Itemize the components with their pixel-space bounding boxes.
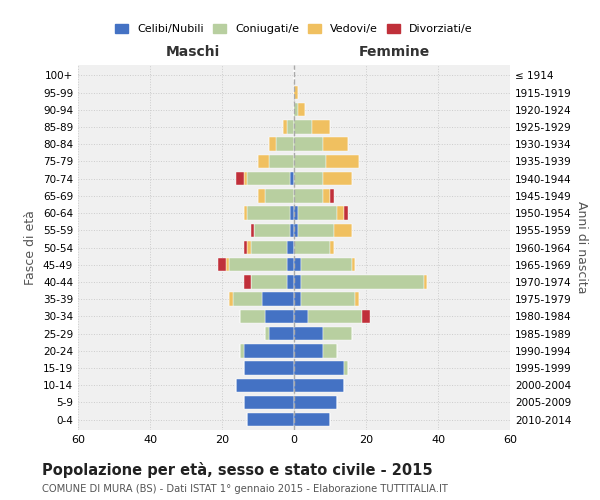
Bar	[287, 258, 294, 272]
Bar	[294, 327, 323, 340]
Bar	[236, 378, 294, 392]
Bar	[330, 189, 334, 202]
Bar	[323, 344, 337, 358]
Bar	[244, 206, 247, 220]
Bar	[265, 327, 269, 340]
Bar	[229, 292, 233, 306]
Bar	[323, 189, 330, 202]
Bar	[254, 224, 290, 237]
Bar	[244, 396, 294, 409]
Bar	[247, 413, 294, 426]
Bar	[244, 275, 251, 288]
Bar	[258, 189, 265, 202]
Bar	[337, 206, 344, 220]
Bar	[294, 344, 323, 358]
Bar	[294, 189, 323, 202]
Bar	[247, 172, 290, 186]
Bar	[294, 241, 330, 254]
Bar	[262, 292, 294, 306]
Bar	[269, 327, 294, 340]
Text: Popolazione per età, sesso e stato civile - 2015: Popolazione per età, sesso e stato civil…	[42, 462, 433, 477]
Bar	[294, 120, 312, 134]
Bar	[330, 241, 334, 254]
Bar	[344, 206, 348, 220]
Bar	[276, 138, 294, 151]
Bar	[301, 258, 352, 272]
Bar	[294, 378, 344, 392]
Bar	[301, 292, 355, 306]
Bar	[298, 206, 337, 220]
Bar	[229, 258, 287, 272]
Bar	[287, 120, 294, 134]
Bar	[251, 275, 287, 288]
Bar	[362, 310, 370, 323]
Y-axis label: Anni di nascita: Anni di nascita	[575, 201, 588, 294]
Bar	[301, 275, 424, 288]
Bar	[265, 310, 294, 323]
Bar	[294, 413, 330, 426]
Bar	[308, 310, 362, 323]
Bar	[334, 224, 352, 237]
Bar	[294, 292, 301, 306]
Bar	[240, 310, 265, 323]
Bar	[265, 189, 294, 202]
Bar	[424, 275, 427, 288]
Text: Femmine: Femmine	[359, 45, 430, 59]
Bar	[323, 138, 348, 151]
Bar	[244, 362, 294, 374]
Bar	[247, 206, 290, 220]
Bar	[251, 224, 254, 237]
Y-axis label: Fasce di età: Fasce di età	[25, 210, 37, 285]
Bar	[247, 241, 251, 254]
Bar	[244, 344, 294, 358]
Bar	[294, 138, 323, 151]
Bar	[326, 154, 359, 168]
Legend: Celibi/Nubili, Coniugati/e, Vedovi/e, Divorziati/e: Celibi/Nubili, Coniugati/e, Vedovi/e, Di…	[111, 20, 477, 39]
Bar	[312, 120, 330, 134]
Bar	[269, 138, 276, 151]
Bar	[294, 206, 298, 220]
Text: Maschi: Maschi	[166, 45, 220, 59]
Bar	[290, 172, 294, 186]
Bar	[294, 224, 298, 237]
Bar	[290, 206, 294, 220]
Bar	[251, 241, 287, 254]
Bar	[269, 154, 294, 168]
Bar	[233, 292, 262, 306]
Bar	[294, 275, 301, 288]
Bar	[294, 396, 337, 409]
Bar	[355, 292, 359, 306]
Bar	[323, 172, 352, 186]
Bar	[244, 172, 247, 186]
Bar	[298, 224, 334, 237]
Text: COMUNE DI MURA (BS) - Dati ISTAT 1° gennaio 2015 - Elaborazione TUTTITALIA.IT: COMUNE DI MURA (BS) - Dati ISTAT 1° genn…	[42, 484, 448, 494]
Bar	[344, 362, 348, 374]
Bar	[218, 258, 226, 272]
Bar	[294, 103, 298, 117]
Bar	[283, 120, 287, 134]
Bar	[236, 172, 244, 186]
Bar	[294, 362, 344, 374]
Bar	[258, 154, 269, 168]
Bar	[294, 310, 308, 323]
Bar	[290, 224, 294, 237]
Bar	[244, 241, 247, 254]
Bar	[352, 258, 355, 272]
Bar	[294, 258, 301, 272]
Bar	[287, 241, 294, 254]
Bar	[294, 154, 326, 168]
Bar	[298, 103, 305, 117]
Bar	[294, 172, 323, 186]
Bar	[226, 258, 229, 272]
Bar	[287, 275, 294, 288]
Bar	[323, 327, 352, 340]
Bar	[240, 344, 244, 358]
Bar	[294, 86, 298, 100]
